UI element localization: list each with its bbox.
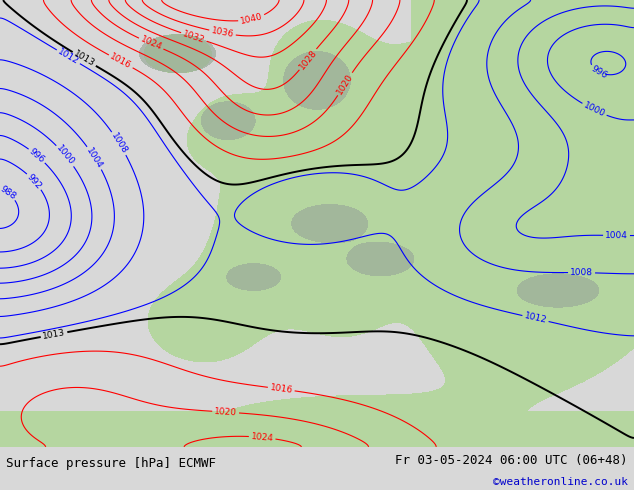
Text: 992: 992 [25, 172, 44, 191]
Text: 1008: 1008 [109, 131, 129, 155]
Text: 1028: 1028 [297, 48, 319, 71]
Text: 996: 996 [27, 147, 46, 165]
Text: 1000: 1000 [55, 144, 76, 168]
Text: 1004: 1004 [85, 146, 105, 170]
Text: ©weatheronline.co.uk: ©weatheronline.co.uk [493, 477, 628, 487]
Text: 1016: 1016 [269, 383, 294, 395]
Text: 1024: 1024 [250, 432, 274, 443]
Text: Surface pressure [hPa] ECMWF: Surface pressure [hPa] ECMWF [6, 457, 216, 470]
Text: 1013: 1013 [72, 49, 96, 69]
Text: 1016: 1016 [108, 52, 133, 71]
Text: 988: 988 [0, 184, 17, 201]
Text: 1013: 1013 [42, 328, 66, 341]
Text: 1008: 1008 [570, 268, 593, 277]
Text: Fr 03-05-2024 06:00 UTC (06+48): Fr 03-05-2024 06:00 UTC (06+48) [395, 454, 628, 467]
Text: 1040: 1040 [239, 12, 264, 26]
Text: 1024: 1024 [139, 35, 164, 52]
Text: 1000: 1000 [582, 101, 607, 119]
Text: 1020: 1020 [335, 72, 355, 96]
Text: 1020: 1020 [214, 407, 237, 417]
Text: 1012: 1012 [56, 47, 81, 67]
Text: 1012: 1012 [523, 312, 548, 325]
Text: 1032: 1032 [181, 29, 206, 45]
Text: 996: 996 [590, 64, 609, 80]
Text: 1004: 1004 [605, 231, 628, 240]
Text: 1036: 1036 [210, 26, 235, 39]
